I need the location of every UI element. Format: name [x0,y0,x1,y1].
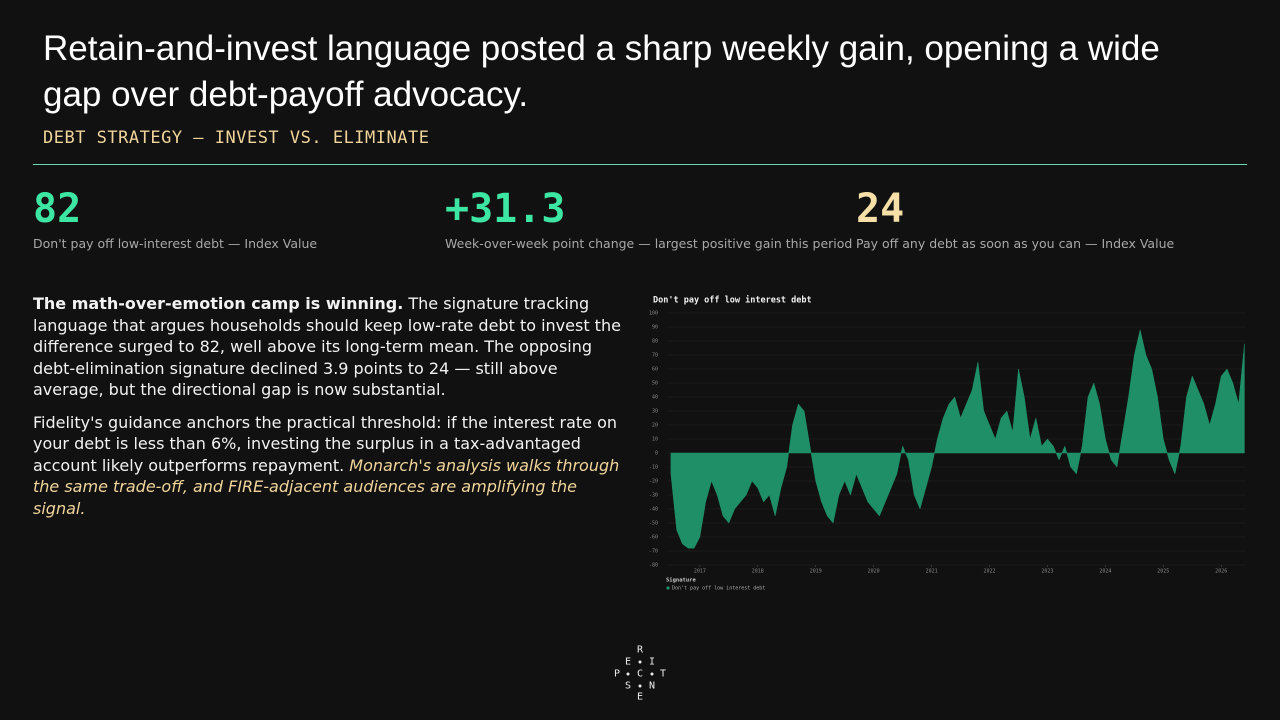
y-tick-label: 10 [652,437,658,443]
y-tick-label: -50 [649,521,658,527]
x-tick-label: 2025 [1157,569,1169,575]
x-tick-label: 2020 [868,569,880,575]
body-text: The math-over-emotion camp is winning. T… [33,293,633,530]
logo-letter: E [624,656,632,668]
x-tick-label: 2019 [810,569,822,575]
divider [33,164,1247,165]
chart: Don't pay off low interest debt Signatur… [649,295,1245,592]
y-tick-label: -10 [649,465,658,471]
kpi-value: 24 [856,186,905,232]
x-tick-label: 2021 [926,569,938,575]
y-tick-label: 60 [652,367,658,373]
x-tick-label: 2023 [1041,569,1053,575]
kpi-label: Pay off any debt as soon as you can — In… [856,236,1175,251]
chart-title: Don't pay off low interest debt [653,295,812,306]
highlight: Monarch's analysis walks through the sam… [33,455,620,518]
legend-label: Don't pay off low interest debt [672,586,765,592]
logo-dot [638,660,642,664]
logo-letter: R [636,644,644,656]
y-tick-label: 30 [652,409,658,415]
logo: R E I P C T S N E [600,640,680,710]
kpi: +31.3 Week-over-week point change — larg… [445,186,855,251]
y-tick-label: 0 [655,451,658,457]
legend-swatch [666,586,670,590]
y-tick-label: -30 [649,493,658,499]
x-tick-label: 2022 [983,569,995,575]
text: Fidelity's guidance anchors the practica… [33,412,618,475]
x-tick-label: 2024 [1099,569,1111,575]
logo-letter: E [636,691,644,703]
y-tick-label: 90 [652,325,658,331]
kpi-value: +31.3 [445,186,566,232]
lead: The math-over-emotion camp is winning. [33,294,404,313]
kpi: 24 Pay off any debt as soon as you can —… [856,186,1256,251]
x-tick-label: 2026 [1215,569,1227,575]
logo-letter: T [659,668,667,680]
logo-dot [626,672,630,676]
logo-letter: C [636,668,644,680]
logo-letter: N [648,680,656,692]
logo-letter: P [613,668,621,680]
kpi-value: 82 [33,186,82,232]
y-tick-label: 50 [652,381,658,387]
logo-letter: I [648,656,656,668]
y-tick-label: -20 [649,479,658,485]
kpi-label: Week-over-week point change — largest po… [445,236,853,251]
x-tick-label: 2018 [752,569,764,575]
paragraph: Fidelity's guidance anchors the practica… [33,412,633,520]
y-tick-label: 40 [652,395,658,401]
y-tick-label: -80 [649,563,658,569]
y-tick-label: -60 [649,535,658,541]
y-tick-label: -70 [649,549,658,555]
kpi-label: Don't pay off low-interest debt — Index … [33,236,318,251]
y-tick-label: 100 [649,311,658,317]
logo-dot [638,684,642,688]
y-tick-label: 20 [652,423,658,429]
slide-title: Retain-and-invest language posted a shar… [43,29,1160,114]
kpi: 82 Don't pay off low-interest debt — Ind… [33,186,433,251]
slide-subtitle: DEBT STRATEGY — INVEST VS. ELIMINATE [43,128,430,148]
logo-letter: S [624,680,632,692]
paragraph: The math-over-emotion camp is winning. T… [33,293,633,401]
x-tick-label: 2017 [694,569,706,575]
area [670,329,1245,549]
legend-title: Signature [666,578,696,584]
y-tick-label: -40 [649,507,658,513]
text: The signature tracking language that arg… [33,294,621,399]
y-tick-label: 70 [652,353,658,359]
y-tick-label: 80 [652,339,658,345]
logo-dot [650,672,654,676]
